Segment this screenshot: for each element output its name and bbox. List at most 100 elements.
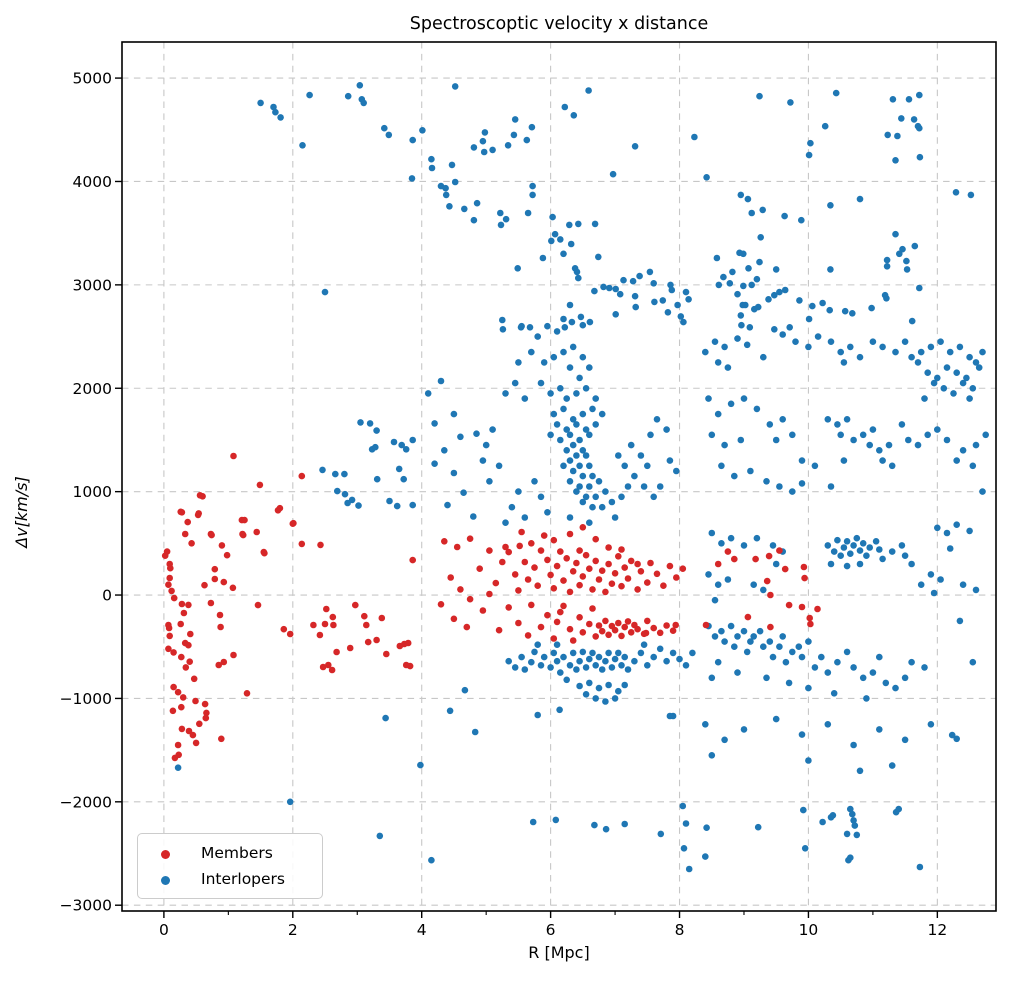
members-point: [170, 649, 177, 656]
interlopers-point: [796, 297, 803, 304]
members-point: [627, 557, 635, 565]
interlopers-point: [409, 436, 417, 444]
members-point: [215, 661, 222, 669]
interlopers-point: [286, 798, 294, 806]
members-point: [518, 528, 525, 536]
interlopers-point: [576, 682, 583, 690]
interlopers-point: [843, 830, 851, 838]
interlopers-point: [632, 303, 639, 311]
members-point: [378, 614, 386, 622]
members-point: [679, 565, 687, 572]
members-point: [515, 619, 522, 627]
interlopers-point: [656, 645, 664, 653]
members-point: [624, 618, 632, 625]
interlopers-point: [879, 555, 886, 563]
interlopers-point: [763, 674, 770, 682]
members-point: [220, 578, 228, 586]
members-point: [814, 605, 821, 613]
x-tick-label: 2: [288, 921, 298, 939]
interlopers-point: [740, 627, 748, 635]
members-point: [586, 620, 593, 628]
interlopers-point: [792, 338, 799, 346]
interlopers-point: [557, 669, 564, 676]
interlopers-point: [647, 431, 654, 439]
interlopers-point: [702, 348, 709, 356]
interlopers-point: [566, 662, 574, 669]
interlopers-point: [771, 326, 778, 333]
interlopers-point: [257, 99, 264, 107]
members-point: [663, 622, 670, 629]
interlopers-point: [798, 480, 806, 487]
interlopers-point: [557, 436, 564, 444]
interlopers-point: [570, 112, 578, 119]
interlopers-point: [745, 265, 752, 272]
interlopers-point: [883, 263, 891, 270]
members-point: [181, 530, 189, 538]
interlopers-point: [850, 817, 857, 824]
members-point: [547, 571, 554, 579]
interlopers-point: [624, 666, 632, 673]
x-tick-label: 8: [675, 921, 685, 939]
interlopers-point: [921, 664, 928, 671]
interlopers-point: [579, 410, 587, 418]
interlopers-point: [560, 462, 567, 470]
interlopers-point: [727, 400, 735, 408]
interlopers-point: [473, 199, 481, 207]
members-point: [310, 621, 317, 629]
interlopers-point: [943, 364, 951, 371]
interlopers-point: [801, 845, 809, 852]
members-point: [637, 568, 645, 575]
members-point: [463, 623, 471, 631]
interlopers-point: [726, 280, 734, 287]
interlopers-point: [515, 488, 522, 495]
interlopers-point: [479, 457, 487, 464]
members-point: [165, 581, 172, 588]
interlopers-point: [779, 331, 786, 338]
interlopers-point: [663, 426, 670, 433]
interlopers-point: [903, 266, 911, 273]
interlopers-point: [805, 684, 812, 692]
interlopers-point: [901, 338, 909, 346]
interlopers-point: [550, 649, 558, 657]
interlopers-point: [682, 288, 690, 296]
interlopers-point: [959, 581, 967, 588]
interlopers-point: [830, 548, 838, 555]
interlopers-point: [489, 146, 496, 154]
interlopers-point: [442, 191, 450, 199]
interlopers-point: [969, 385, 977, 392]
legend-label-interlopers: Interlopers: [201, 870, 285, 889]
members-point: [450, 615, 458, 623]
interlopers-point: [892, 157, 899, 164]
interlopers-point: [711, 633, 719, 640]
members-point: [669, 627, 677, 634]
members-point: [476, 565, 484, 572]
interlopers-point: [772, 266, 780, 273]
interlopers-point: [921, 395, 928, 402]
interlopers-point: [724, 576, 732, 583]
members-point: [479, 607, 487, 614]
interlopers-point: [819, 818, 826, 826]
interlopers-point: [905, 436, 912, 444]
interlopers-point: [566, 457, 574, 464]
interlopers-point: [859, 431, 867, 439]
interlopers-point: [428, 155, 435, 163]
interlopers-point: [550, 410, 558, 418]
interlopers-point: [409, 501, 417, 509]
interlopers-point: [748, 209, 755, 217]
interlopers-point: [567, 240, 575, 248]
members-point: [807, 620, 814, 628]
members-point: [192, 739, 200, 747]
interlopers-point: [573, 488, 580, 495]
interlopers-point: [850, 542, 857, 549]
interlopers-point: [937, 576, 944, 583]
interlopers-point: [715, 281, 723, 289]
interlopers-point: [621, 681, 628, 689]
interlopers-point: [575, 274, 582, 282]
interlopers-point: [586, 483, 593, 490]
members-point: [211, 575, 219, 583]
interlopers-point: [602, 488, 609, 495]
interlopers-point: [471, 728, 479, 736]
interlopers-point: [734, 335, 741, 342]
interlopers-point: [616, 290, 624, 298]
members-point: [511, 571, 519, 578]
